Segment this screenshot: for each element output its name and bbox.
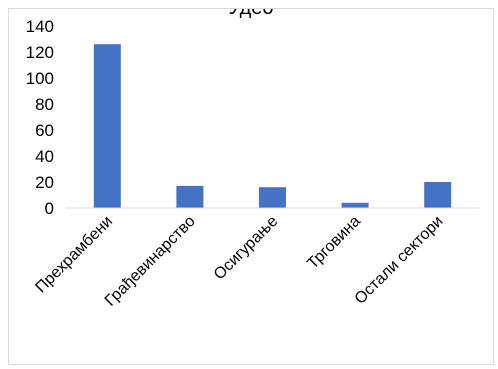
x-category-label: Грађевинарство — [102, 213, 199, 310]
bar — [176, 185, 204, 208]
chart-frame: Удео 0 20 40 60 80 100 120 140 Прехрамбени Грађев… — [8, 8, 494, 365]
y-tick-label: 80 — [35, 95, 54, 114]
y-tick-label: 60 — [35, 121, 54, 140]
x-category-label: Остали сектори — [352, 213, 447, 308]
bar — [424, 182, 452, 208]
bar — [93, 44, 121, 209]
x-category-label: Трговина — [304, 213, 364, 273]
y-tick-label: 0 — [45, 199, 54, 218]
y-tick-label: 100 — [26, 69, 54, 88]
y-tick-label: 20 — [35, 173, 54, 192]
x-category-label: Осигурање — [211, 213, 282, 284]
chart-title: Удео — [228, 8, 274, 19]
bar — [341, 202, 369, 208]
bar-chart: 0 20 40 60 80 100 120 140 ПрехрамбениГрађевинарс… — [26, 17, 479, 310]
x-category-label: Прехрамбени — [33, 213, 117, 297]
y-tick-label: 40 — [35, 147, 54, 166]
y-tick-label: 120 — [26, 43, 54, 62]
y-tick-label: 140 — [26, 17, 54, 36]
bar — [259, 187, 286, 208]
